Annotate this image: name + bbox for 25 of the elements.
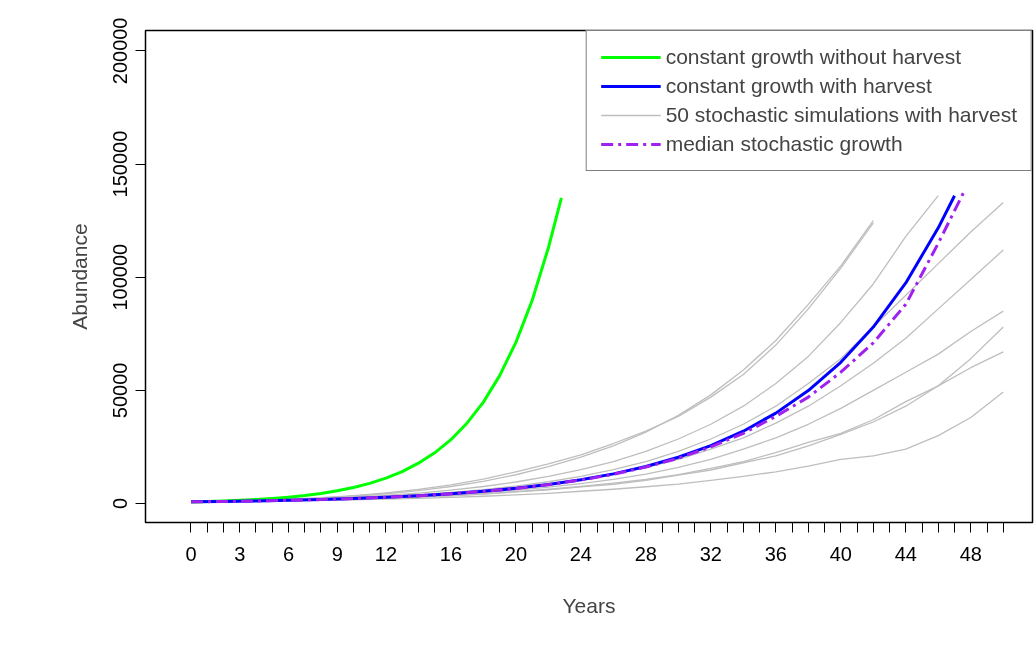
- x-tick-label: 40: [829, 542, 852, 565]
- x-tick-label: 24: [569, 542, 592, 565]
- x-tick-label: 0: [185, 542, 197, 565]
- legend-label: constant growth without harvest: [665, 45, 961, 69]
- y-tick-label: 200000: [109, 17, 132, 85]
- x-tick-label: 32: [699, 542, 722, 565]
- y-axis-title: Abundance: [67, 223, 91, 330]
- x-tick-label: 6: [282, 542, 295, 565]
- x-axis-title: Years: [562, 593, 616, 617]
- x-tick-label: 3: [234, 542, 246, 565]
- x-tick-label: 48: [959, 542, 982, 565]
- legend-label: 50 stochastic simulations with harvest: [665, 103, 1017, 127]
- legend-label: constant growth with harvest: [665, 74, 932, 98]
- x-tick-label: 36: [764, 542, 787, 565]
- y-tick-label: 50000: [109, 362, 132, 419]
- y-tick-label: 100000: [109, 243, 132, 311]
- x-tick-label: 44: [894, 542, 917, 565]
- legend-label: median stochastic growth: [665, 132, 903, 156]
- y-tick-label: 150000: [109, 130, 132, 198]
- x-tick-label: 9: [331, 542, 343, 565]
- x-tick-label: 20: [504, 542, 528, 565]
- x-tick-label: 16: [439, 542, 463, 565]
- x-tick-label: 12: [374, 542, 398, 565]
- x-tick-label: 28: [634, 542, 657, 565]
- y-tick-label: 0: [109, 497, 132, 510]
